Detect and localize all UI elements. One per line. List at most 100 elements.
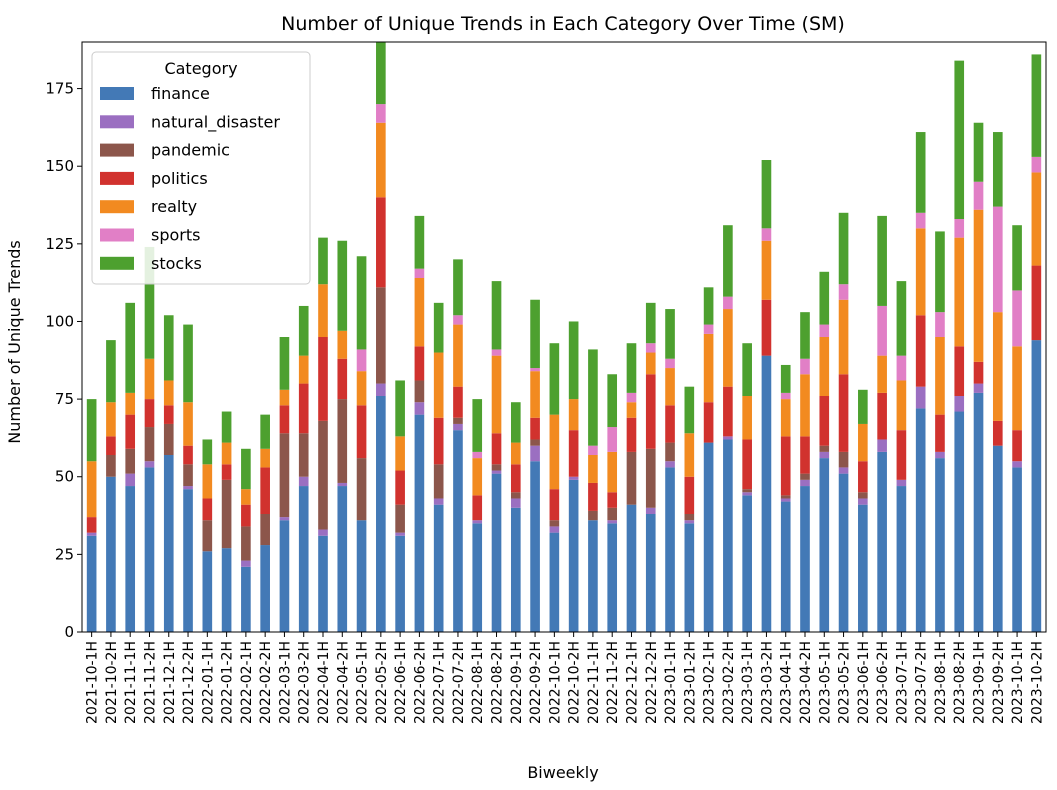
bar-realty-2022-12-1H (626, 402, 637, 418)
bar-pandemic-2022-07-1H (433, 464, 444, 499)
bar-pandemic-2022-02-1H (241, 526, 251, 561)
bar-finance-2022-01-2H (221, 548, 232, 632)
bar-realty-2022-11-1H (588, 455, 598, 483)
bar-politics-2022-07-1H (433, 417, 444, 465)
bar-politics-2023-05-2H (838, 374, 849, 452)
bar-stocks-2021-10-2H (106, 340, 116, 403)
bar-politics-2021-10-2H (106, 436, 116, 455)
bar-realty-2023-08-1H (935, 337, 945, 415)
bar-finance-2023-07-1H (896, 486, 907, 632)
bar-finance-2021-11-2H (144, 467, 155, 632)
bar-realty-2023-10-1H (1012, 346, 1022, 431)
bar-realty-2022-08-2H (491, 355, 502, 434)
bar-realty-2022-03-1H (279, 389, 290, 406)
bar-pandemic-2023-04-2H (800, 473, 810, 480)
x-tick-label: 2022-08-1H (470, 641, 486, 724)
bar-realty-2021-11-2H (144, 358, 155, 400)
bar-stocks-2022-03-2H (298, 305, 309, 356)
bar-stocks-2022-02-1H (241, 448, 251, 490)
bar-stocks-2022-07-1H (433, 302, 444, 353)
bar-finance-2022-06-2H (414, 414, 425, 632)
bar-realty-2023-04-2H (800, 374, 810, 437)
bar-politics-2022-01-1H (202, 498, 213, 521)
y-tick-label: 100 (45, 312, 74, 330)
bar-finance-2022-09-2H (530, 461, 540, 632)
bar-politics-2022-02-1H (241, 504, 251, 527)
bar-stocks-2023-01-1H (665, 309, 675, 359)
bar-politics-2022-10-2H (568, 430, 579, 477)
bar-realty-2023-09-2H (992, 312, 1003, 421)
bar-stocks-2023-09-2H (992, 132, 1003, 207)
bar-sports-2023-04-1H (780, 392, 791, 400)
bar-finance-2022-12-1H (626, 504, 637, 632)
bar-natural_disaster-2023-05-2H (838, 467, 849, 474)
bar-finance-2023-02-1H (703, 442, 714, 632)
x-tick-label: 2023-07-1H (894, 641, 910, 724)
bar-natural_disaster-2022-08-2H (491, 470, 502, 474)
bar-politics-2022-05-1H (356, 405, 367, 459)
bar-realty-2022-06-1H (395, 436, 405, 471)
y-tick-label: 150 (45, 157, 74, 175)
bar-realty-2022-05-1H (356, 371, 367, 406)
x-tick-label: 2023-07-2H (914, 641, 930, 724)
bar-realty-2022-04-2H (337, 330, 348, 359)
bar-natural_disaster-2022-10-1H (549, 526, 560, 533)
bar-stocks-2023-03-2H (761, 160, 772, 229)
bar-politics-2022-12-2H (645, 374, 656, 449)
bar-finance-2022-02-2H (260, 545, 270, 632)
bar-pandemic-2022-08-2H (491, 464, 502, 471)
bar-stocks-2022-09-1H (510, 402, 521, 443)
bar-politics-2023-10-2H (1031, 265, 1042, 341)
bar-pandemic-2022-03-2H (298, 433, 309, 477)
bar-pandemic-2021-11-1H (125, 448, 136, 474)
bar-finance-2022-10-1H (549, 532, 560, 632)
x-tick-label: 2022-10-2H (567, 641, 583, 724)
x-tick-label: 2022-05-1H (355, 641, 371, 724)
bar-politics-2023-08-2H (954, 346, 965, 396)
bar-natural_disaster-2023-03-1H (742, 492, 752, 496)
bar-pandemic-2022-10-1H (549, 520, 560, 527)
bar-stocks-2023-03-1H (742, 343, 752, 396)
bar-pandemic-2022-01-2H (221, 479, 232, 549)
bar-pandemic-2022-09-1H (510, 492, 521, 499)
bar-realty-2023-05-1H (819, 337, 830, 396)
x-tick-label: 2022-09-1H (509, 641, 525, 724)
bar-stocks-2023-01-2H (684, 386, 695, 434)
bar-sports-2022-06-2H (414, 268, 425, 278)
bar-realty-2022-10-1H (549, 414, 560, 490)
bar-realty-2022-04-1H (318, 284, 328, 337)
bar-sports-2022-12-2H (645, 343, 656, 353)
bar-natural_disaster-2022-03-1H (279, 517, 290, 521)
bar-finance-2023-05-2H (838, 473, 849, 632)
bar-finance-2022-03-1H (279, 520, 290, 632)
bar-pandemic-2022-02-2H (260, 514, 270, 546)
x-tick-label: 2023-01-2H (682, 641, 698, 724)
bar-stocks-2022-08-1H (472, 399, 483, 452)
bar-pandemic-2022-05-2H (376, 287, 386, 384)
bar-realty-2022-09-2H (530, 371, 540, 418)
bar-politics-2022-09-1H (510, 464, 521, 493)
bar-finance-2022-04-1H (318, 535, 328, 632)
bar-realty-2022-08-1H (472, 458, 483, 496)
x-tick-label: 2022-01-1H (200, 641, 216, 724)
bar-natural_disaster-2022-04-1H (318, 529, 328, 536)
bar-realty-2021-10-2H (106, 402, 116, 437)
bar-pandemic-2021-10-2H (106, 455, 116, 477)
bar-pandemic-2022-04-2H (337, 399, 348, 483)
bar-sports-2023-07-2H (915, 212, 926, 229)
bar-realty-2023-03-1H (742, 396, 752, 440)
y-axis-label: Number of Unique Trends (5, 240, 24, 444)
bar-finance-2023-09-2H (992, 445, 1003, 632)
x-tick-label: 2022-04-1H (316, 641, 332, 724)
bar-natural_disaster-2022-05-2H (376, 383, 386, 396)
bar-stocks-2023-06-1H (858, 389, 868, 424)
x-tick-label: 2021-10-2H (104, 641, 120, 724)
bar-natural_disaster-2021-12-2H (183, 486, 193, 490)
bar-stocks-2023-05-2H (838, 212, 849, 285)
bar-pandemic-2022-03-1H (279, 433, 290, 518)
x-tick-label: 2022-07-1H (432, 641, 448, 724)
bar-stocks-2023-02-1H (703, 287, 714, 325)
bar-natural_disaster-2022-06-2H (414, 402, 425, 415)
